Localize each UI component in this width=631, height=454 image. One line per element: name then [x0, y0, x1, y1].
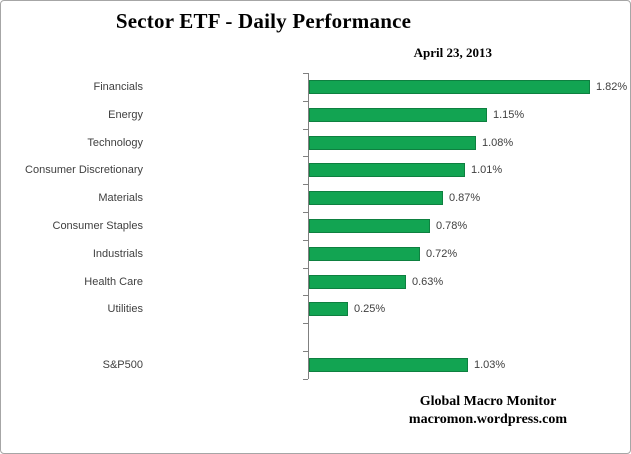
axis-tick — [303, 73, 308, 74]
axis-tick — [303, 268, 308, 269]
value-label: 1.15% — [493, 109, 525, 121]
category-label: S&P500 — [102, 359, 143, 371]
bar — [309, 163, 465, 177]
value-label: 0.72% — [426, 248, 458, 260]
y-axis — [308, 73, 309, 379]
value-label: 0.63% — [412, 276, 444, 288]
axis-tick — [303, 379, 308, 380]
value-label: 1.08% — [482, 137, 514, 149]
category-label: Health Care — [84, 276, 143, 288]
attribution-line1: Global Macro Monitor — [419, 394, 557, 409]
category-label: Utilities — [107, 303, 143, 315]
value-label: 0.87% — [449, 192, 481, 204]
axis-tick — [303, 129, 308, 130]
bar — [309, 275, 406, 289]
axis-tick — [303, 351, 308, 352]
category-label: Energy — [108, 109, 143, 121]
value-label: 1.01% — [471, 164, 503, 176]
bar — [309, 219, 430, 233]
bar — [309, 136, 476, 150]
attribution: Global Macro Monitor macromon.wordpress.… — [338, 393, 630, 429]
category-label: Financials — [93, 81, 143, 93]
bar — [309, 80, 590, 94]
axis-tick — [303, 184, 308, 185]
value-label: 1.03% — [474, 359, 506, 371]
bar — [309, 191, 443, 205]
chart-date: April 23, 2013 — [413, 45, 492, 60]
chart-title: Sector ETF - Daily Performance — [115, 9, 412, 33]
axis-tick — [303, 101, 308, 102]
value-label: 1.82% — [596, 81, 628, 93]
value-label: 0.25% — [354, 303, 386, 315]
axis-tick — [303, 295, 308, 296]
bar — [309, 358, 468, 372]
category-label: Consumer Staples — [52, 220, 144, 232]
attribution-line2: macromon.wordpress.com — [408, 412, 568, 427]
bar — [309, 302, 348, 316]
category-label: Technology — [87, 137, 143, 149]
bar — [309, 108, 487, 122]
category-label: Materials — [98, 192, 143, 204]
axis-tick — [303, 212, 308, 213]
value-label: 0.78% — [436, 220, 468, 232]
axis-tick — [303, 240, 308, 241]
bar — [309, 247, 420, 261]
axis-tick — [303, 156, 308, 157]
axis-tick — [303, 323, 308, 324]
category-label: Consumer Discretionary — [25, 164, 143, 176]
category-label: Industrials — [92, 248, 143, 260]
